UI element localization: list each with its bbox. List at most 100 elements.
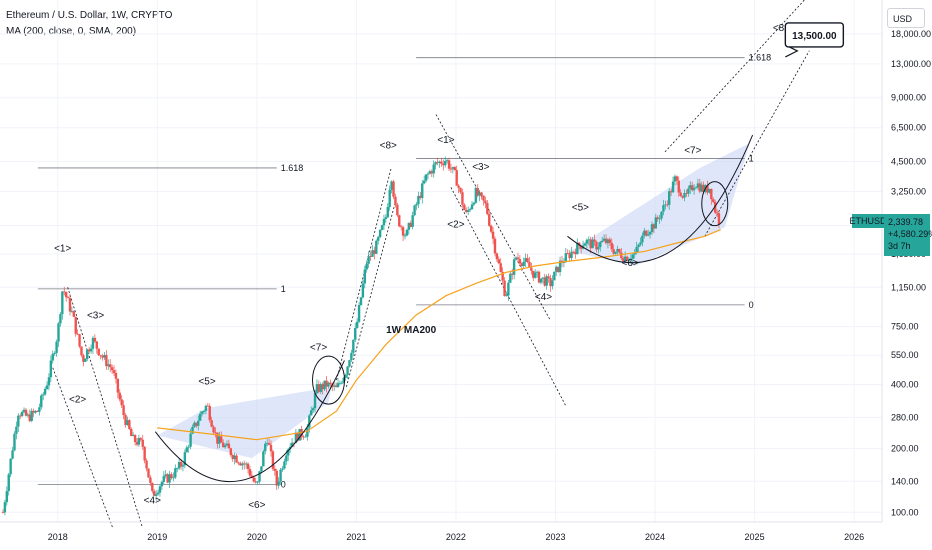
candle-body: [86, 349, 89, 359]
candle-body: [631, 254, 635, 259]
candle-body: [438, 161, 441, 163]
pivot-ellipse: [701, 181, 729, 227]
candle-body: [265, 442, 269, 444]
candle-body: [277, 481, 280, 486]
price-tick-label: 200.00: [891, 443, 919, 453]
candle-body: [162, 476, 165, 482]
time-tick-label: 2020: [247, 532, 267, 542]
candle-body: [218, 436, 221, 444]
candle-body: [185, 447, 188, 453]
candle-body: [139, 438, 143, 440]
candle-body: [47, 377, 51, 386]
channel-line: [346, 198, 397, 388]
candle-body: [445, 160, 449, 162]
candle-body: [59, 314, 62, 324]
candle-body: [141, 439, 144, 447]
candle-body: [717, 213, 721, 225]
candle-body: [568, 253, 571, 259]
candle-body: [367, 256, 370, 264]
candle-body: [290, 442, 294, 447]
fib-label: 0: [749, 300, 754, 310]
candle-body: [103, 355, 106, 358]
candle-body: [472, 202, 476, 205]
candle-body: [131, 435, 135, 437]
candle-body: [436, 162, 439, 163]
candle-body: [600, 240, 604, 243]
candle-body: [507, 282, 510, 296]
candle-body: [239, 463, 242, 466]
candle-body: [143, 446, 146, 461]
candle-body: [643, 230, 646, 236]
candle-body: [175, 468, 179, 470]
candle-body: [614, 251, 617, 254]
time-tick-label: 2019: [147, 532, 167, 542]
candle-body: [269, 444, 273, 452]
candle-body: [9, 458, 12, 475]
candle-body: [394, 196, 397, 205]
candle-body: [334, 385, 338, 388]
target-box: [784, 22, 845, 48]
candle-body: [105, 355, 108, 367]
candle-body: [398, 215, 401, 227]
candle-body: [375, 240, 378, 254]
candle-body: [574, 251, 577, 255]
candle-body: [641, 235, 644, 243]
candle-body: [17, 415, 20, 427]
price-tag-line: 2,339.78: [888, 217, 923, 227]
candle-body: [84, 358, 87, 362]
candle-body: [97, 348, 100, 356]
candle-body: [468, 209, 472, 211]
candle-body: [514, 257, 518, 260]
currency-button[interactable]: USD: [887, 8, 925, 28]
candle-body: [606, 239, 610, 244]
candle-body: [652, 224, 656, 229]
candle-body: [3, 502, 7, 513]
candle-body: [197, 420, 200, 426]
candle-body: [273, 468, 277, 471]
candle-body: [70, 311, 74, 313]
candle-body: [627, 259, 631, 261]
candle-body: [690, 185, 694, 191]
time-tick-label: 2025: [745, 532, 765, 542]
candle-body: [558, 260, 562, 273]
candle-body: [637, 244, 640, 248]
candle-body: [332, 385, 336, 387]
fib-label: 1.618: [281, 163, 304, 173]
candle-body: [124, 414, 127, 425]
candle-body: [405, 229, 409, 236]
candle-body: [679, 192, 682, 197]
candle-body: [646, 234, 650, 236]
candle-body: [587, 239, 590, 241]
candle-body: [43, 388, 47, 395]
candle-body: [181, 465, 185, 467]
symbol-label: ETHUSD: [849, 216, 887, 226]
candle-body: [715, 212, 719, 214]
candle-body: [308, 415, 311, 428]
candle-body: [532, 270, 535, 278]
candle-body: [313, 393, 317, 409]
candle-body: [461, 192, 464, 205]
price-tick-label: 18,000.00: [891, 29, 931, 39]
candle-body: [110, 367, 114, 371]
candle-body: [612, 249, 615, 254]
candle-body: [495, 253, 499, 260]
candle-body: [666, 204, 669, 206]
candle-body: [411, 215, 414, 227]
candle-body: [365, 263, 368, 270]
candle-body: [302, 436, 305, 438]
candle-body: [662, 205, 665, 212]
candle-body: [61, 291, 64, 315]
candle-body: [407, 222, 411, 230]
candle-body: [264, 443, 267, 452]
price-tag: [884, 214, 930, 256]
wave-label: <6>: [622, 258, 639, 269]
candle-body: [233, 455, 236, 460]
candle-body: [706, 185, 709, 193]
candle-body: [457, 185, 460, 188]
candle-body: [566, 253, 569, 254]
candle-body: [453, 167, 456, 171]
wave-labels: <1> <2> <3> <4> <5> <6> <7> <8> <1> <2> <3> <4> <5> <…: [54, 23, 790, 511]
candle-body: [315, 384, 319, 394]
price-axis: 18,000.00 13,000.00 9,000.00 6,500.00 4,500.…: [881, 0, 931, 522]
